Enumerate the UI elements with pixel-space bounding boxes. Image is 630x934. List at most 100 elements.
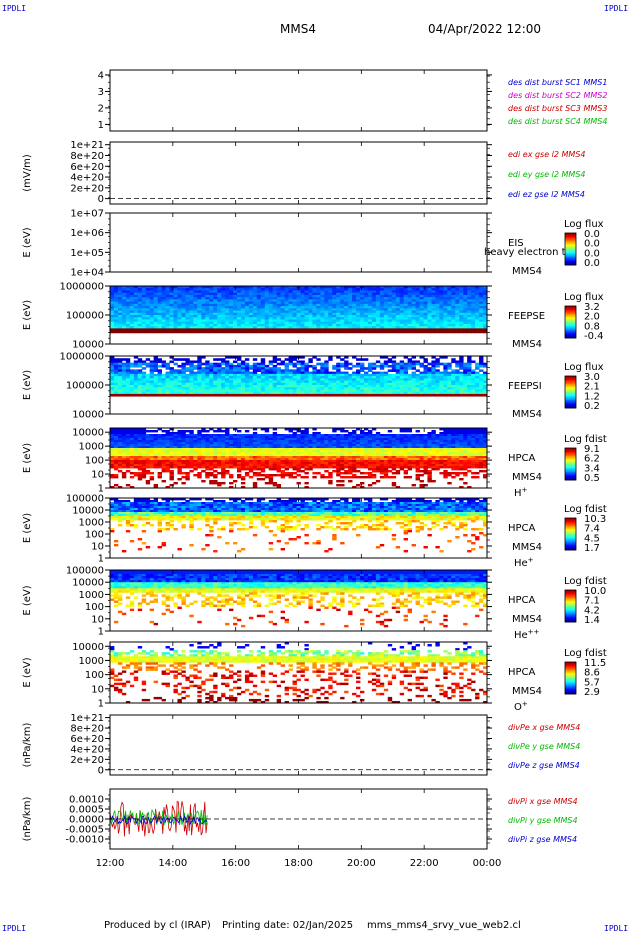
spectrogram-cell <box>121 364 127 368</box>
spectrogram-cell <box>407 292 412 296</box>
spectrogram-cell <box>383 438 389 441</box>
spectrogram-cell <box>443 369 448 373</box>
spectrogram-cell <box>300 303 305 307</box>
spectrogram-cell <box>177 385 182 388</box>
spectrogram-cell <box>435 288 440 291</box>
spectrogram-cell <box>133 389 139 393</box>
spectrogram-cell <box>304 373 309 377</box>
spectrogram-cell <box>197 382 202 386</box>
spectrogram-cell <box>312 364 317 368</box>
spectrogram-cell <box>225 460 230 463</box>
spectrogram-cell <box>149 321 155 325</box>
spectrogram-cell <box>177 450 182 453</box>
spectrogram-cell <box>459 330 464 334</box>
spectrogram-cell <box>479 442 484 445</box>
spectrogram-cell <box>439 436 444 439</box>
spectrogram-cell <box>352 297 357 300</box>
spectrogram-cell <box>121 319 127 323</box>
spectrogram-cell <box>173 380 178 384</box>
spectrogram-cell <box>189 434 194 437</box>
spectrogram-cell <box>244 364 250 368</box>
spectrogram-cell <box>153 458 159 461</box>
spectrogram-cell <box>280 462 286 465</box>
spectrogram-cell <box>367 450 373 453</box>
spectrogram-cell <box>328 387 333 390</box>
spectrogram-cell <box>471 446 476 449</box>
spectrogram-cell <box>165 328 170 332</box>
spectrogram-cell <box>304 452 309 455</box>
spectrogram-cell <box>177 330 182 334</box>
spectrogram-cell <box>324 292 329 296</box>
spectrogram-cell <box>467 440 472 443</box>
spectrogram-cell <box>110 321 115 325</box>
spectrogram-cell <box>193 292 198 296</box>
spectrogram-cell <box>256 452 262 455</box>
spectrogram-cell <box>340 371 345 375</box>
spectrogram-cell <box>451 294 456 298</box>
spectrogram-cell <box>328 297 333 300</box>
spectrogram-cell <box>244 358 250 361</box>
spectrogram-cell <box>110 330 115 334</box>
spectrogram-cell <box>117 306 123 309</box>
spectrogram-cell <box>360 290 365 294</box>
spectrogram-cell <box>419 444 424 447</box>
spectrogram-cell <box>221 310 226 314</box>
spectrogram-cell <box>236 442 242 445</box>
spectrogram-cell <box>197 299 202 303</box>
spectrogram-cell <box>427 385 432 388</box>
spectrogram-cell <box>344 380 349 384</box>
spectrogram-cell <box>363 460 369 463</box>
spectrogram-cell <box>260 321 266 325</box>
spectrogram-cell <box>252 288 258 291</box>
spectrogram-cell <box>455 362 460 366</box>
spectrogram-cell <box>157 376 162 379</box>
spectrogram-cell <box>328 391 333 395</box>
spectrogram-cell <box>336 315 341 318</box>
spectrogram-cell <box>217 326 222 329</box>
spectrogram-cell <box>221 387 226 390</box>
spectrogram-cell <box>161 460 166 463</box>
spectrogram-cell <box>403 312 409 316</box>
spectrogram-cell <box>415 303 420 307</box>
spectrogram-cell <box>205 292 210 296</box>
spectrogram-cell <box>157 458 162 461</box>
spectrogram-cell <box>419 454 424 457</box>
spectrogram-cell <box>205 308 210 311</box>
spectrogram-cell <box>320 452 325 455</box>
spectrogram-cell <box>316 460 321 463</box>
spectrogram-cell <box>145 434 151 437</box>
spectrogram-cell <box>407 362 412 366</box>
spectrogram-cell <box>113 458 119 461</box>
spectrogram-cell <box>272 432 278 435</box>
spectrogram-cell <box>110 452 115 455</box>
spectrogram-cell <box>383 393 389 397</box>
spectrogram-cell <box>157 290 162 294</box>
spectrogram-cell <box>284 326 289 329</box>
spectrogram-cell <box>328 371 333 375</box>
spectrogram-cell <box>419 382 424 386</box>
spectrogram-cell <box>375 438 381 441</box>
spectrogram-cell <box>411 434 416 437</box>
spectrogram-cell <box>161 382 166 386</box>
spectrogram-cell <box>375 301 381 305</box>
spectrogram-cell <box>252 460 258 463</box>
spectrogram-cell <box>201 385 206 388</box>
spectrogram-cell <box>161 430 166 433</box>
spectrogram-cell <box>360 442 365 445</box>
spectrogram-cell <box>193 360 198 364</box>
spectrogram-cell <box>352 306 357 309</box>
spectrogram-cell <box>300 393 305 397</box>
spectrogram-cell <box>161 330 166 334</box>
spectrogram-cell <box>201 438 206 441</box>
spectrogram-cell <box>133 326 139 329</box>
spectrogram-cell <box>375 315 381 318</box>
spectrogram-cell <box>125 430 131 433</box>
spectrogram-cell <box>129 294 135 298</box>
spectrogram-cell <box>459 446 464 449</box>
spectrogram-cell <box>320 448 325 451</box>
spectrogram-cell <box>229 382 234 386</box>
spectrogram-cell <box>431 385 436 388</box>
spectrogram-cell <box>467 288 472 291</box>
spectrogram-cell <box>157 364 162 368</box>
spectrogram-cell <box>169 297 174 300</box>
